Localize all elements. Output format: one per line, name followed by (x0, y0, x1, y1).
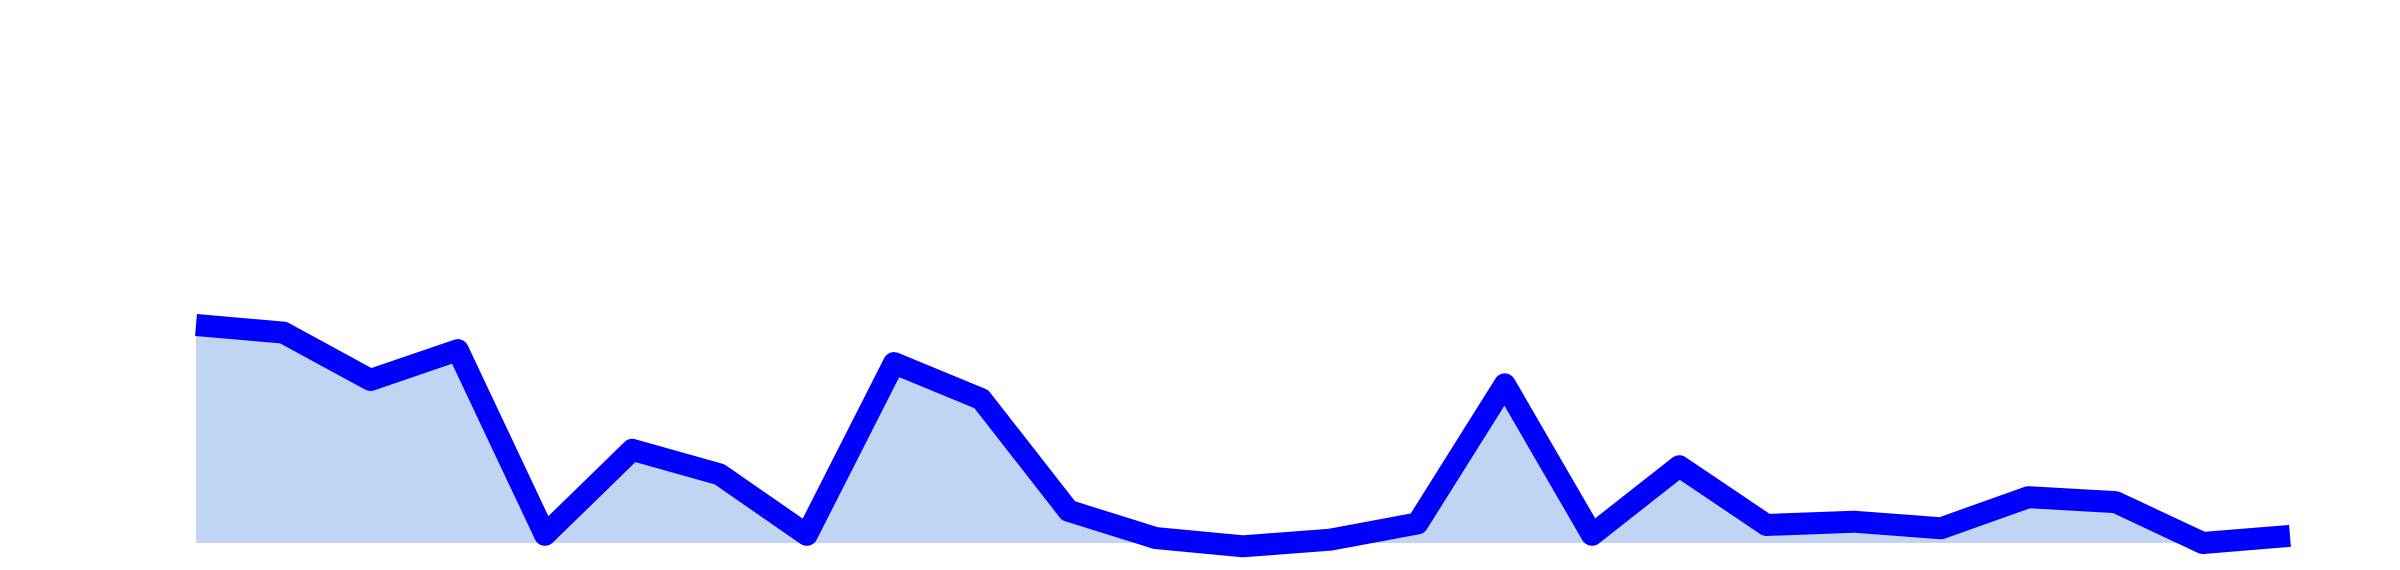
data-point-4 (454, 346, 462, 354)
data-point-22 (2024, 493, 2032, 501)
data-point-11 (1065, 507, 1073, 515)
data-point-13 (1239, 542, 1247, 550)
data-point-1 (192, 321, 200, 329)
data-point-10 (977, 395, 985, 403)
series-line (195, 314, 2291, 558)
data-point-18 (1675, 462, 1683, 470)
data-point-2 (279, 329, 287, 337)
data-point-23 (2112, 498, 2120, 506)
data-point-16 (1501, 380, 1509, 388)
data-point-25 (2286, 532, 2294, 540)
data-point-24 (2199, 539, 2207, 547)
data-point-19 (1763, 521, 1771, 529)
data-point-17 (1588, 531, 1596, 539)
data-point-15 (1414, 519, 1422, 527)
data-point-3 (367, 376, 375, 384)
data-point-7 (716, 470, 724, 478)
data-point-21 (1937, 524, 1945, 532)
data-point-9 (890, 359, 898, 367)
data-point-14 (1326, 536, 1334, 544)
data-point-12 (1152, 534, 1160, 542)
data-point-20 (1850, 518, 1858, 526)
plot-area (192, 314, 2294, 558)
data-point-5 (541, 531, 549, 539)
data-point-6 (628, 446, 636, 454)
series-area-fill (196, 325, 2290, 547)
data-point-8 (803, 531, 811, 539)
